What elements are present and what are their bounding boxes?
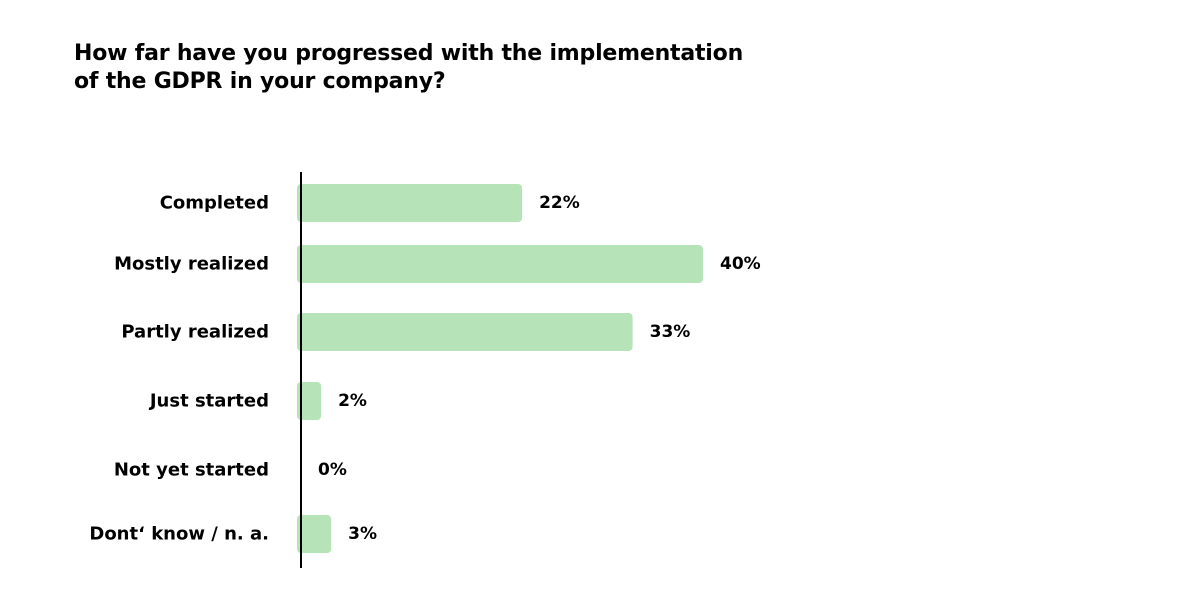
category-label: Not yet started [114,460,269,481]
category-label: Just started [148,391,269,412]
bar [297,515,332,553]
bars-layer: Completed 22% Mostly realized 40% Partly rea… [89,184,761,553]
value-label: 2% [338,391,367,411]
bar [297,245,703,283]
category-label: Mostly realized [114,254,269,275]
category-label: Dont‘ know / n. a. [89,524,269,545]
category-label: Completed [160,193,269,214]
value-label: 33% [650,322,691,342]
value-label: 22% [539,193,580,213]
bar [297,382,322,420]
chart-title: How far have you progressed with the imp… [74,41,744,94]
value-label: 0% [318,460,347,480]
value-label: 3% [348,524,377,544]
value-label: 40% [720,254,761,274]
category-label: Partly realized [121,322,269,343]
bar [297,313,633,351]
bar [297,184,523,222]
